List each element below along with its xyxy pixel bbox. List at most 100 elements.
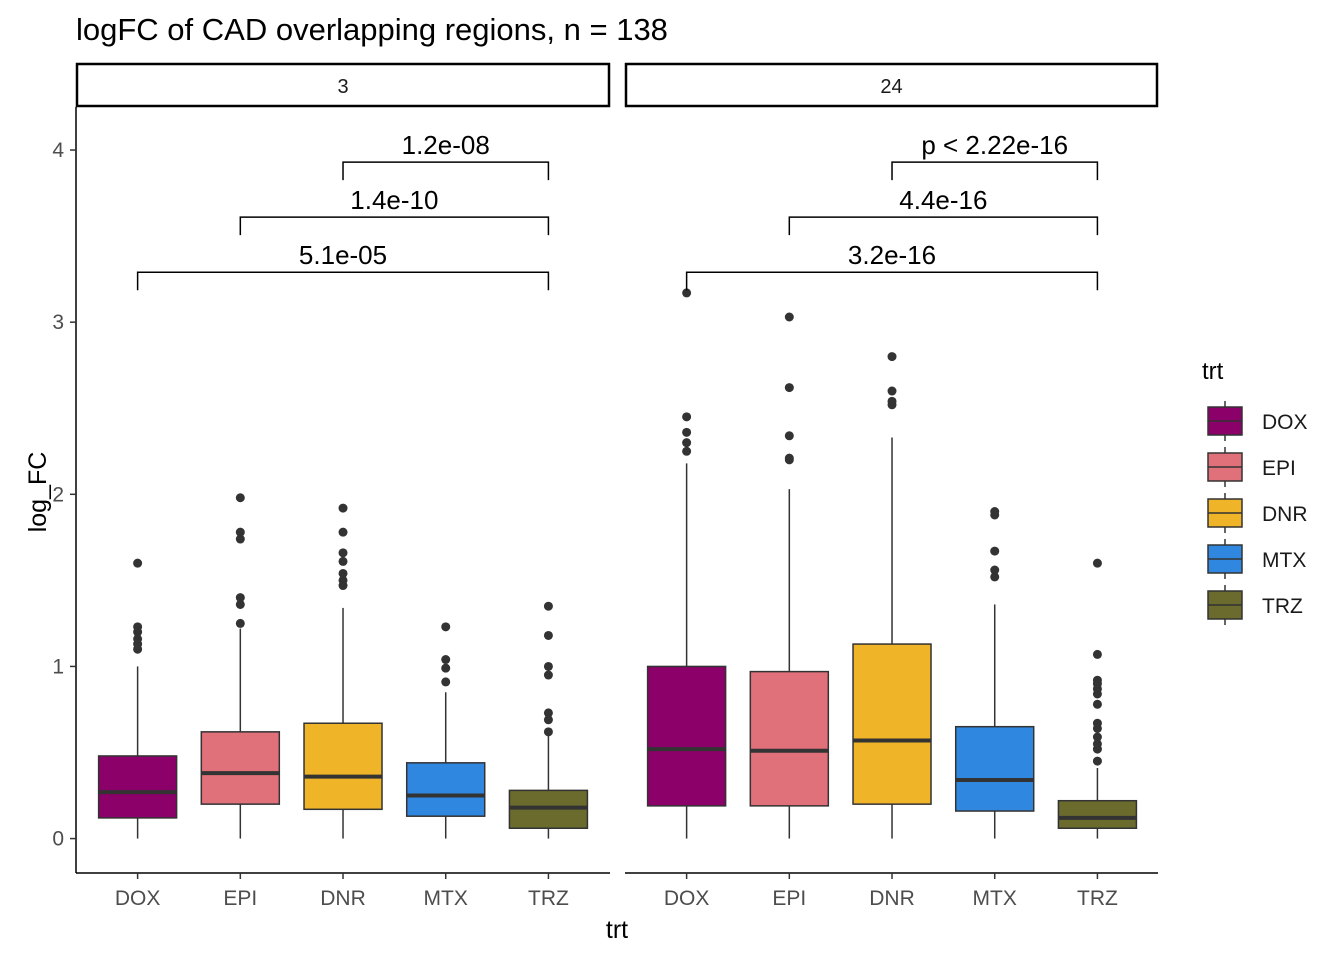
outlier-point xyxy=(1092,699,1102,709)
box-iqr xyxy=(303,722,383,811)
comparison-bracket: p < 2.22e-16 xyxy=(891,130,1099,181)
x-tick-label: DNR xyxy=(869,887,915,910)
outlier-point xyxy=(235,593,245,603)
comparison-bracket: 4.4e-16 xyxy=(788,185,1099,236)
bracket-line xyxy=(239,216,550,236)
outlier-point xyxy=(441,663,451,673)
outlier-point xyxy=(543,715,553,725)
outlier-point xyxy=(543,708,553,718)
outlier-point xyxy=(887,386,897,396)
facet-panel-24: 24 DOX EPI DNR MTX TRZ p < 2.22e-16 4.4e-16 3.2e… xyxy=(624,62,1159,910)
p-value-label: 1.4e-10 xyxy=(350,185,438,215)
bracket-line xyxy=(891,161,1099,181)
box-DNR xyxy=(303,503,383,839)
x-tick-label: DOX xyxy=(115,887,161,910)
box-TRZ xyxy=(1057,558,1138,839)
legend-item-MTX: MTX xyxy=(1207,539,1306,579)
legend-item-EPI: EPI xyxy=(1207,447,1296,487)
outlier-point xyxy=(235,527,245,537)
bracket-line xyxy=(342,161,550,181)
facet-strip-box xyxy=(624,62,1159,108)
outlier-point xyxy=(784,453,794,463)
box-DOX xyxy=(646,288,727,839)
outlier-point xyxy=(887,396,897,406)
outlier-point xyxy=(235,599,245,609)
outlier-point xyxy=(682,438,692,448)
outlier-point xyxy=(1092,649,1102,659)
outlier-point xyxy=(543,601,553,611)
legend-label: DNR xyxy=(1262,503,1308,526)
p-value-label: 5.1e-05 xyxy=(299,240,387,270)
outlier-point xyxy=(441,655,451,665)
facet-panels: 3 DOX EPI DNR MTX TRZ 1.2e-08 1.4e-10 5.1e-05 24 D… xyxy=(75,62,1159,910)
outlier-point xyxy=(338,556,348,566)
outlier-point xyxy=(543,661,553,671)
legend-label: EPI xyxy=(1262,457,1296,480)
y-axis: 0 1 2 3 4 xyxy=(52,107,77,873)
p-value-label: 4.4e-16 xyxy=(899,185,987,215)
legend-label: MTX xyxy=(1262,549,1306,572)
outlier-point xyxy=(1092,739,1102,749)
outlier-point xyxy=(1092,718,1102,728)
legend-label: DOX xyxy=(1262,411,1308,434)
outlier-point xyxy=(133,634,143,644)
facet-strip-label: 24 xyxy=(880,76,902,98)
outlier-point xyxy=(682,446,692,456)
outlier-point xyxy=(1092,756,1102,766)
box-iqr xyxy=(646,665,727,807)
outlier-point xyxy=(990,565,1000,575)
outlier-point xyxy=(682,288,692,298)
outlier-point xyxy=(1092,732,1102,742)
outlier-point xyxy=(338,527,348,537)
x-tick-label: TRZ xyxy=(1077,887,1118,910)
box-iqr xyxy=(954,725,1035,812)
outlier-point xyxy=(990,546,1000,556)
box-EPI xyxy=(200,493,281,839)
box-DNR xyxy=(852,352,932,839)
outlier-point xyxy=(784,383,794,393)
comparison-bracket: 1.2e-08 xyxy=(342,130,550,181)
outlier-point xyxy=(235,493,245,503)
box-MTX xyxy=(405,622,486,839)
y-tick-label: 0 xyxy=(52,828,64,851)
box-iqr xyxy=(852,643,932,805)
outlier-point xyxy=(338,548,348,558)
outlier-point xyxy=(441,677,451,687)
outlier-point xyxy=(338,568,348,578)
p-value-label: 3.2e-16 xyxy=(848,240,936,270)
x-tick-label: MTX xyxy=(973,887,1017,910)
facet-strip-box xyxy=(75,62,611,108)
chart-title: logFC of CAD overlapping regions, n = 13… xyxy=(76,12,668,47)
legend-item-TRZ: TRZ xyxy=(1207,585,1303,625)
x-tick-label: EPI xyxy=(772,887,806,910)
bracket-line xyxy=(685,271,1099,291)
x-tick-label: DNR xyxy=(320,887,366,910)
legend-item-DOX: DOX xyxy=(1207,401,1308,441)
box-iqr xyxy=(405,762,486,817)
outlier-point xyxy=(338,503,348,513)
outlier-point xyxy=(133,622,143,632)
outlier-point xyxy=(887,352,897,362)
y-tick-label: 2 xyxy=(52,483,64,506)
box-iqr xyxy=(200,731,281,805)
outlier-point xyxy=(338,575,348,585)
outlier-point xyxy=(1092,558,1102,568)
box-DOX xyxy=(97,558,178,839)
outlier-point xyxy=(784,431,794,441)
box-MTX xyxy=(954,507,1035,839)
outlier-point xyxy=(990,572,1000,582)
outlier-point xyxy=(235,618,245,628)
box-EPI xyxy=(749,312,830,839)
y-tick-label: 1 xyxy=(52,655,64,678)
bracket-line xyxy=(788,216,1099,236)
x-tick-label: DOX xyxy=(664,887,710,910)
outlier-point xyxy=(543,630,553,640)
outlier-point xyxy=(682,427,692,437)
legend-item-DNR: DNR xyxy=(1207,493,1308,533)
facet-strip-label: 3 xyxy=(337,76,348,98)
outlier-point xyxy=(1092,675,1102,685)
facet-panel-3: 3 DOX EPI DNR MTX TRZ 1.2e-08 1.4e-10 5.1e-05 xyxy=(75,62,611,910)
legend: trt DOX EPI DNR MTX TRZ xyxy=(1202,358,1308,625)
box-iqr xyxy=(749,670,830,807)
legend-title: trt xyxy=(1202,358,1224,385)
